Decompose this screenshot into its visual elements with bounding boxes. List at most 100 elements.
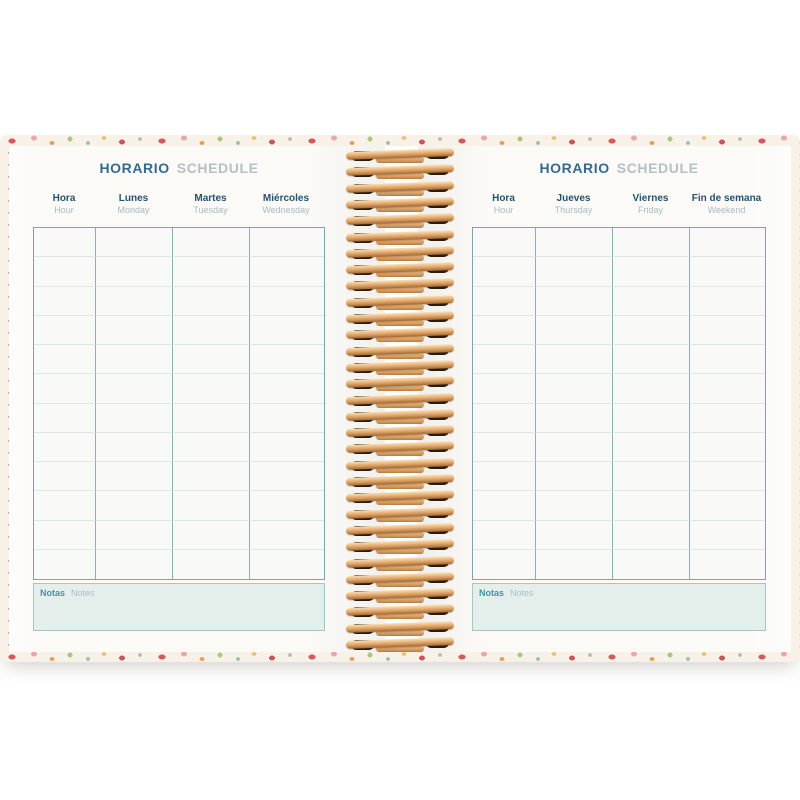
coil-back-segment — [376, 238, 424, 245]
schedule-cell — [250, 287, 324, 316]
schedule-cell — [96, 315, 173, 345]
spiral-coil-loop — [345, 278, 455, 294]
schedule-cell — [536, 491, 613, 521]
schedule-cell — [536, 228, 613, 258]
spiral-coil-loop — [345, 539, 455, 555]
schedule-cell — [34, 491, 96, 521]
coil-back-segment — [376, 580, 424, 587]
spiral-coil-loop — [345, 294, 455, 311]
schedule-cell — [34, 286, 96, 316]
title-schedule: SCHEDULE — [616, 160, 699, 176]
day-label-en: Tuesday — [193, 205, 228, 215]
coil-back-segment — [376, 254, 424, 261]
schedule-cell — [473, 403, 536, 433]
notes-label-en: Notes — [71, 588, 95, 598]
schedule-cell — [473, 228, 536, 258]
schedule-cell — [250, 404, 324, 433]
column-header-martes: Martes Tuesday — [172, 192, 249, 216]
schedule-cell — [34, 228, 96, 258]
day-label-es: Hora — [492, 193, 515, 204]
schedule-cell — [536, 462, 613, 492]
schedule-cell — [473, 462, 536, 492]
schedule-cell — [613, 374, 690, 404]
day-label-es: Viernes — [632, 193, 669, 204]
schedule-cell — [96, 432, 173, 462]
schedule-cell — [250, 521, 324, 550]
schedule-cell — [96, 520, 173, 550]
coil-back-segment — [376, 205, 424, 212]
schedule-cell — [96, 345, 173, 375]
schedule-cell — [250, 433, 324, 462]
coil-back-segment — [376, 271, 424, 278]
coil-back-segment — [376, 483, 424, 489]
coil-back-segment — [376, 466, 424, 473]
schedule-cell — [536, 549, 613, 579]
planner-page-left: HORARIO SCHEDULE Hora Hour Lunes Monday M… — [9, 146, 385, 652]
schedule-cell — [173, 374, 250, 404]
schedule-cell — [250, 257, 324, 287]
spiral-coil-loop — [345, 376, 455, 392]
schedule-cell — [96, 549, 173, 579]
column-header-hora: Hora Hour — [33, 192, 95, 216]
coil-back-segment — [376, 499, 424, 506]
schedule-grid-right — [472, 227, 766, 580]
schedule-cell — [473, 286, 536, 316]
schedule-cell — [250, 374, 324, 404]
coil-back-segment — [376, 597, 424, 604]
coil-back-segment — [376, 368, 424, 375]
spiral-coil-loop — [345, 164, 455, 180]
notes-label-es: Notas — [40, 588, 66, 598]
day-label-en: Hour — [493, 205, 514, 215]
schedule-cell — [34, 462, 96, 492]
planner-page-right: HORARIO SCHEDULE Hora Hour Jueves Thursda… — [418, 146, 791, 652]
schedule-cell — [613, 315, 690, 345]
schedule-cell — [613, 549, 690, 579]
notes-label-es: Notas — [479, 588, 505, 598]
spiral-coil-loop — [345, 457, 455, 474]
schedule-cell — [34, 315, 96, 345]
spiral-coil-loop — [345, 441, 455, 457]
notebook-cover-confetti-edge: HORARIO SCHEDULE Hora Hour Lunes Monday M… — [0, 135, 800, 662]
coil-back-segment — [376, 189, 424, 196]
coil-back-segment — [376, 531, 424, 538]
schedule-cell — [250, 345, 324, 375]
schedule-cell — [613, 462, 690, 492]
spiral-coil-loop — [345, 425, 455, 441]
schedule-cell — [690, 550, 765, 579]
coil-back-segment — [376, 450, 424, 457]
coil-back-segment — [376, 434, 424, 441]
schedule-cell — [96, 374, 173, 404]
spiral-coil-loop — [345, 555, 455, 572]
schedule-cell — [34, 374, 96, 404]
day-label-es: Jueves — [556, 193, 591, 204]
schedule-cell — [536, 374, 613, 404]
schedule-cell — [690, 462, 765, 492]
column-header-fin-de-semana: Fin de semana Weekend — [689, 192, 764, 216]
schedule-cell — [690, 287, 765, 316]
column-header-viernes: Viernes Friday — [612, 192, 689, 216]
schedule-cell — [173, 315, 250, 345]
notes-box: Notas Notes — [33, 583, 325, 631]
schedule-cell — [96, 403, 173, 433]
schedule-cell — [690, 316, 765, 345]
spiral-coil-loop — [345, 262, 455, 278]
coil-back-segment — [376, 157, 424, 163]
spiral-coil-loop — [345, 229, 455, 246]
schedule-cell — [473, 520, 536, 550]
schedule-cell — [173, 345, 250, 375]
schedule-cell — [473, 315, 536, 345]
spiral-coil-loop — [345, 311, 455, 327]
spiral-coil-loop — [345, 506, 455, 523]
schedule-cell — [473, 374, 536, 404]
schedule-cell — [536, 286, 613, 316]
spiral-coil-loop — [345, 180, 455, 197]
spiral-coil-loop — [345, 148, 455, 164]
schedule-cell — [536, 403, 613, 433]
schedule-cell — [690, 521, 765, 550]
schedule-cell — [613, 286, 690, 316]
schedule-cell — [613, 257, 690, 287]
schedule-cell — [690, 257, 765, 287]
schedule-cell — [690, 433, 765, 462]
schedule-cell — [690, 374, 765, 404]
coil-back-segment — [376, 629, 424, 636]
